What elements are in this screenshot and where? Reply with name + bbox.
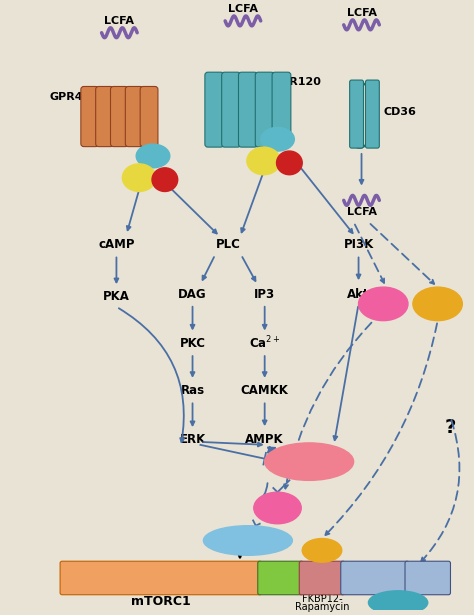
Text: PKC: PKC — [180, 337, 206, 350]
Text: FATC: FATC — [415, 573, 441, 583]
FancyBboxPatch shape — [238, 72, 257, 147]
Text: Akt: Akt — [347, 288, 370, 301]
FancyBboxPatch shape — [205, 72, 224, 147]
FancyBboxPatch shape — [258, 561, 303, 595]
Text: γ: γ — [286, 158, 293, 168]
Ellipse shape — [136, 144, 170, 168]
FancyBboxPatch shape — [405, 561, 450, 595]
FancyBboxPatch shape — [272, 72, 291, 147]
Ellipse shape — [264, 443, 354, 480]
FancyBboxPatch shape — [255, 72, 274, 147]
Text: PKA: PKA — [103, 290, 130, 303]
FancyBboxPatch shape — [125, 87, 143, 146]
Text: Ras: Ras — [181, 384, 205, 397]
FancyBboxPatch shape — [350, 80, 364, 148]
Text: LCFA: LCFA — [104, 16, 135, 26]
Text: DAG: DAG — [178, 288, 207, 301]
FancyBboxPatch shape — [299, 561, 345, 595]
Text: Gα: Gα — [147, 151, 159, 161]
Text: Gα: Gα — [272, 135, 283, 144]
Text: LCFA: LCFA — [228, 4, 258, 14]
Text: PA: PA — [430, 299, 446, 309]
FancyBboxPatch shape — [341, 561, 409, 595]
Text: CD36: CD36 — [383, 106, 417, 117]
Text: Raptor: Raptor — [227, 536, 269, 546]
Text: mLST8: mLST8 — [378, 598, 418, 608]
Ellipse shape — [247, 147, 281, 175]
FancyBboxPatch shape — [96, 87, 113, 146]
Text: cAMP: cAMP — [98, 238, 135, 251]
Text: ERK: ERK — [179, 434, 206, 446]
Text: FRB: FRB — [311, 573, 333, 583]
Ellipse shape — [302, 539, 342, 562]
Text: β: β — [260, 156, 268, 166]
Ellipse shape — [203, 526, 292, 555]
FancyBboxPatch shape — [110, 87, 128, 146]
Text: β: β — [135, 173, 143, 183]
Text: PLC: PLC — [216, 238, 240, 251]
Text: TSC2/1: TSC2/1 — [287, 456, 331, 467]
Text: γ: γ — [162, 175, 168, 184]
FancyBboxPatch shape — [222, 72, 240, 147]
FancyBboxPatch shape — [365, 80, 379, 148]
Text: AC: AC — [269, 503, 286, 513]
Text: FKBP12-: FKBP12- — [301, 593, 342, 604]
Text: Ca$^{2+}$: Ca$^{2+}$ — [249, 335, 281, 352]
FancyBboxPatch shape — [60, 561, 262, 595]
Ellipse shape — [254, 492, 301, 524]
Text: Rapamycin: Rapamycin — [295, 601, 349, 611]
Ellipse shape — [276, 151, 302, 175]
Text: IP3: IP3 — [254, 288, 275, 301]
Ellipse shape — [152, 168, 178, 191]
Ellipse shape — [261, 127, 294, 151]
Text: LCFA: LCFA — [346, 207, 376, 217]
Text: GPR40: GPR40 — [49, 92, 91, 102]
Text: LCFA: LCFA — [346, 8, 376, 18]
Text: HEAT repeats: HEAT repeats — [121, 573, 201, 583]
Text: ?: ? — [445, 418, 456, 437]
Text: PA: PA — [315, 546, 329, 555]
Text: AMPK: AMPK — [246, 434, 284, 446]
Text: Kinase: Kinase — [356, 573, 393, 583]
Ellipse shape — [413, 287, 462, 320]
FancyBboxPatch shape — [140, 87, 158, 146]
Ellipse shape — [122, 164, 156, 191]
Ellipse shape — [358, 287, 408, 320]
Text: CAMKK: CAMKK — [241, 384, 289, 397]
FancyBboxPatch shape — [81, 87, 99, 146]
Text: PI3K: PI3K — [344, 238, 374, 251]
Text: FAT: FAT — [271, 573, 290, 583]
Text: AC: AC — [375, 299, 392, 309]
Text: mTORC1: mTORC1 — [131, 595, 191, 608]
Ellipse shape — [368, 591, 428, 614]
Text: GPR120: GPR120 — [273, 77, 322, 87]
